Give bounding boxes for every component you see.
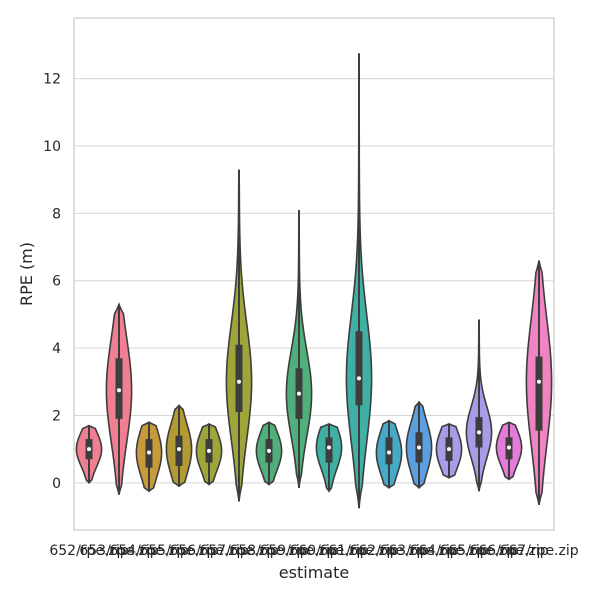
x-tick-label: 661/rpe.zip (319, 543, 398, 559)
x-tick-label: 652/rpe.zip (49, 543, 128, 559)
violin-iqr-box (355, 331, 363, 406)
x-tick-label: 666/rpe.zip (469, 543, 548, 559)
x-tick-label: 662/rpe.zip (349, 543, 428, 559)
y-tick-label: 12 (43, 72, 61, 88)
violin-iqr-box (235, 344, 243, 413)
y-axis-label: RPE (m) (17, 242, 36, 306)
violin-median-point (327, 445, 331, 450)
violin-iqr-box (325, 437, 333, 463)
x-tick-label: 659/rpe.zip (259, 543, 338, 559)
y-tick-label: 8 (52, 206, 61, 222)
x-tick-label: 658/rpe.zip (229, 543, 308, 559)
violin-iqr-box (535, 356, 543, 431)
x-tick-label: 653/rpe.zip (79, 543, 158, 559)
y-tick-label: 2 (52, 408, 61, 424)
violin-median-point (87, 447, 91, 452)
violin-median-point (537, 379, 541, 384)
x-tick-label: 664/rpe.zip (409, 543, 488, 559)
violin-median-point (237, 379, 241, 384)
x-tick-label: 656/rpe.zip (169, 543, 248, 559)
violin-median-point (147, 450, 151, 455)
x-tick-label: 657/rpe.zip (199, 543, 278, 559)
x-tick-labels: 652/rpe.zip653/rpe.zip654/rpe.zip655/rpe… (49, 543, 578, 559)
violin-median-point (417, 445, 421, 450)
violins (75, 53, 553, 509)
violin-median-point (477, 430, 481, 435)
y-tick-label: 6 (52, 274, 61, 290)
x-tick-label: 663/rpe.zip (379, 543, 458, 559)
violin-median-point (117, 388, 121, 393)
x-tick-label: 655/rpe.zip (139, 543, 218, 559)
violin-median-point (207, 448, 211, 453)
y-tick-label: 4 (52, 341, 61, 357)
y-tick-label: 0 (52, 476, 61, 492)
violin-median-point (447, 447, 451, 452)
y-tick-labels: 0 2 4 6 8 10 12 (43, 72, 61, 492)
x-tick-label: 660/rpe.zip (289, 543, 368, 559)
violin-median-point (177, 447, 181, 452)
violin-median-point (357, 376, 361, 381)
violin-median-point (267, 448, 271, 453)
x-tick-label: 654/rpe.zip (109, 543, 188, 559)
x-tick-label: 667/rpe.zip (499, 543, 578, 559)
x-tick-label: 665/rpe.zip (439, 543, 518, 559)
y-tick-label: 10 (43, 139, 61, 155)
x-axis-label: estimate (279, 563, 349, 582)
violin-median-point (297, 391, 301, 396)
violin-median-point (507, 445, 511, 450)
violin-median-point (387, 450, 391, 455)
